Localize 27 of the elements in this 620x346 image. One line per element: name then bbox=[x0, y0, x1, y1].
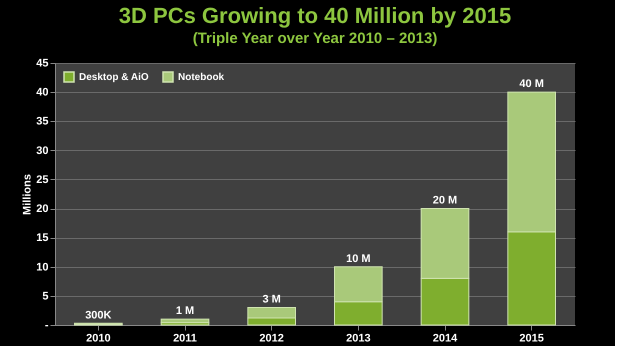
legend-label: Desktop & AiO bbox=[79, 72, 149, 83]
x-tick-label: 2011 bbox=[173, 332, 197, 344]
y-tick-label: 20 bbox=[36, 203, 48, 216]
total-label: 40 M bbox=[519, 78, 544, 90]
y-tick-label: 30 bbox=[36, 144, 48, 157]
y-tick-label: 25 bbox=[36, 174, 48, 186]
chart-title: 3D PCs Growing to 40 Million by 2015 bbox=[118, 3, 512, 28]
total-label: 3 M bbox=[262, 294, 281, 306]
y-tick-label: - bbox=[44, 320, 49, 332]
x-tick-label: 2010 bbox=[86, 332, 111, 344]
x-tick-label: 2012 bbox=[259, 332, 284, 344]
legend-label: Notebook bbox=[178, 72, 225, 83]
total-label: 10 M bbox=[346, 252, 371, 265]
y-tick-label: 45 bbox=[36, 58, 48, 70]
total-label: 300K bbox=[85, 309, 112, 322]
y-axis-title: Millions bbox=[21, 174, 34, 215]
total-label: 1 M bbox=[176, 305, 194, 318]
y-tick-label: 5 bbox=[42, 290, 48, 302]
x-tick-label: 2014 bbox=[432, 332, 458, 344]
x-tick-label: 2013 bbox=[346, 332, 371, 344]
y-tick-label: 15 bbox=[36, 232, 48, 244]
total-label: 20 M bbox=[432, 194, 458, 207]
y-tick-label: 40 bbox=[36, 86, 48, 99]
y-tick-label: 35 bbox=[36, 116, 48, 128]
y-tick-label: 10 bbox=[36, 261, 48, 274]
x-tick-label: 2015 bbox=[519, 332, 544, 344]
chart-subtitle: (Triple Year over Year 2010 – 2013) bbox=[192, 30, 438, 47]
